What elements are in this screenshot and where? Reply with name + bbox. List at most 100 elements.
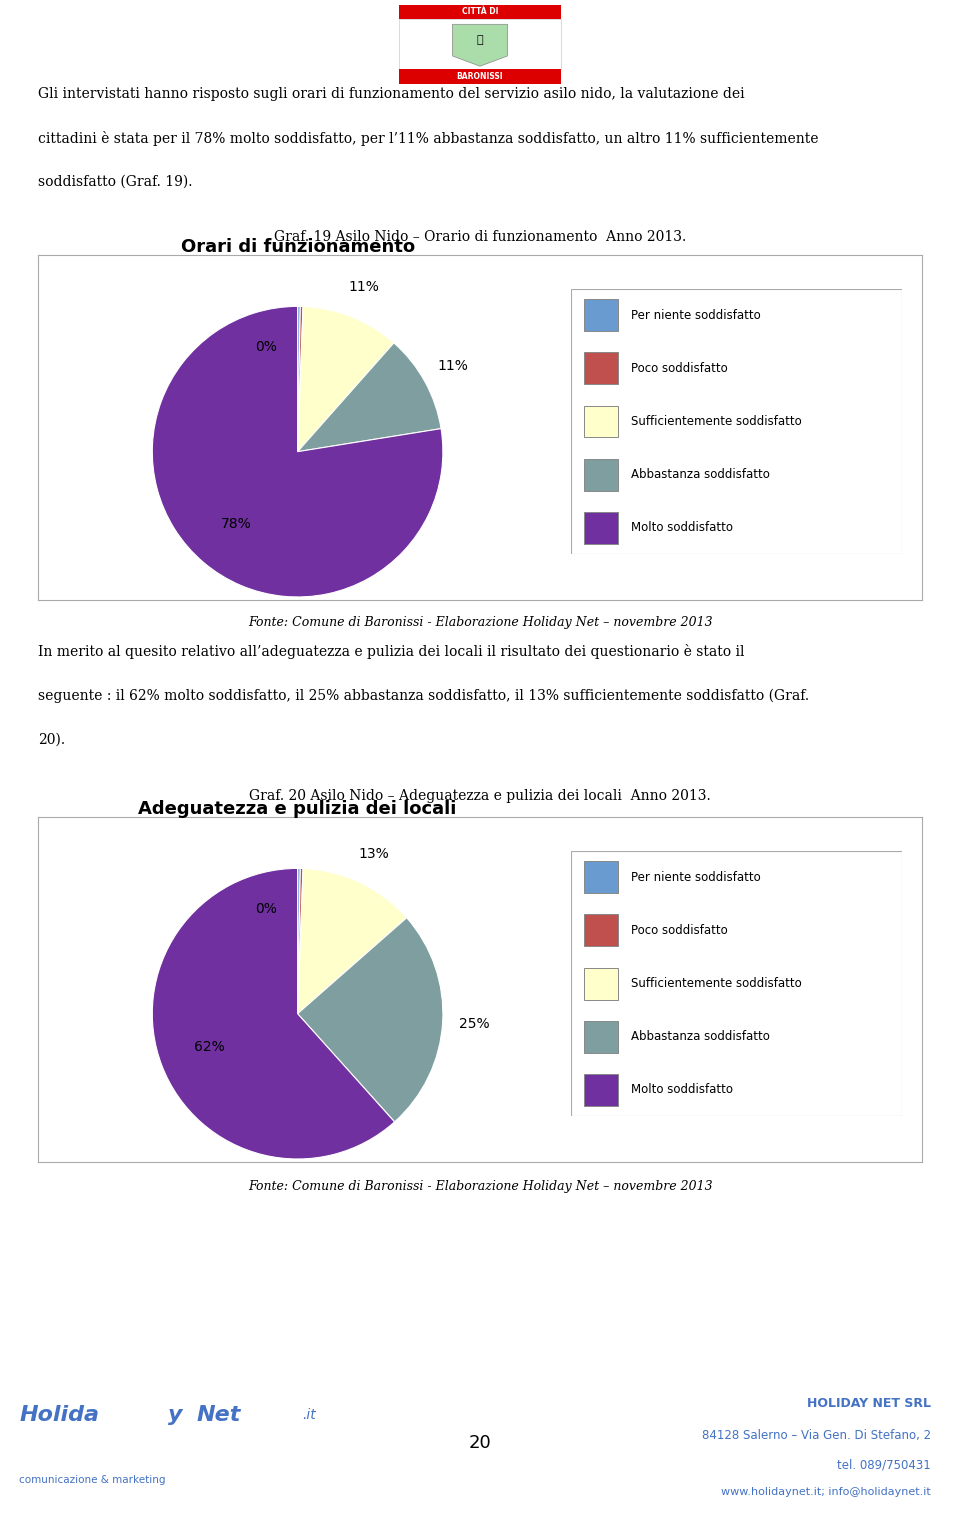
Text: 11%: 11% — [438, 360, 468, 374]
Text: CITTÀ DI: CITTÀ DI — [462, 8, 498, 17]
Ellipse shape — [174, 998, 421, 1063]
Wedge shape — [298, 869, 303, 1013]
Text: Graf. 19 Asilo Nido – Orario di funzionamento  Anno 2013.: Graf. 19 Asilo Nido – Orario di funziona… — [274, 229, 686, 245]
Text: y: y — [168, 1405, 182, 1425]
Ellipse shape — [174, 1024, 421, 1089]
Ellipse shape — [174, 441, 421, 506]
Ellipse shape — [174, 1018, 421, 1083]
Text: Holida: Holida — [19, 1405, 99, 1425]
Wedge shape — [298, 869, 300, 1013]
Ellipse shape — [174, 439, 421, 504]
Text: Abbastanza soddisfatto: Abbastanza soddisfatto — [631, 468, 770, 482]
Ellipse shape — [174, 1006, 421, 1071]
Text: Poco soddisfatto: Poco soddisfatto — [631, 924, 728, 937]
Ellipse shape — [174, 1003, 421, 1068]
Text: Gli intervistati hanno risposto sugli orari di funzionamento del servizio asilo : Gli intervistati hanno risposto sugli or… — [38, 87, 745, 100]
Ellipse shape — [174, 460, 421, 526]
Text: Graf. 20 Asilo Nido – Adeguatezza e pulizia dei locali  Anno 2013.: Graf. 20 Asilo Nido – Adeguatezza e puli… — [250, 788, 710, 804]
Wedge shape — [298, 307, 300, 451]
Ellipse shape — [174, 433, 421, 498]
Wedge shape — [298, 869, 407, 1013]
Text: cittadini è stata per il 78% molto soddisfatto, per l’11% abbastanza soddisfatto: cittadini è stata per il 78% molto soddi… — [38, 131, 819, 146]
Text: 78%: 78% — [221, 516, 252, 530]
Bar — [399, 5, 561, 18]
Polygon shape — [452, 24, 508, 67]
Text: BARONISSI: BARONISSI — [457, 71, 503, 81]
FancyBboxPatch shape — [585, 459, 617, 491]
Text: HOLIDAY NET SRL: HOLIDAY NET SRL — [807, 1397, 931, 1410]
Text: Molto soddisfatto: Molto soddisfatto — [631, 1083, 732, 1097]
Text: Molto soddisfatto: Molto soddisfatto — [631, 521, 732, 535]
Text: tel. 089/750431: tel. 089/750431 — [837, 1458, 931, 1472]
Ellipse shape — [174, 996, 421, 1062]
FancyBboxPatch shape — [585, 968, 617, 1000]
Text: 25%: 25% — [459, 1018, 490, 1031]
Wedge shape — [298, 307, 394, 451]
FancyBboxPatch shape — [585, 861, 617, 893]
Text: Per niente soddisfatto: Per niente soddisfatto — [631, 870, 760, 884]
Text: Net: Net — [197, 1405, 241, 1425]
Text: 0%: 0% — [254, 340, 276, 354]
Text: Fonte: Comune di Baronissi - Elaborazione Holiday Net – novembre 2013: Fonte: Comune di Baronissi - Elaborazion… — [248, 1180, 712, 1192]
Wedge shape — [298, 917, 443, 1123]
Text: Sufficientemente soddisfatto: Sufficientemente soddisfatto — [631, 977, 802, 990]
Text: 20: 20 — [468, 1434, 492, 1452]
Bar — [399, 18, 561, 70]
Text: 20).: 20). — [38, 732, 65, 746]
Text: soddisfatto (Graf. 19).: soddisfatto (Graf. 19). — [38, 175, 193, 188]
Bar — [399, 70, 561, 84]
Text: www.holidaynet.it; info@holidaynet.it: www.holidaynet.it; info@holidaynet.it — [722, 1487, 931, 1498]
Ellipse shape — [174, 1012, 421, 1077]
Text: In merito al quesito relativo all’adeguatezza e pulizia dei locali il risultato : In merito al quesito relativo all’adegua… — [38, 644, 745, 659]
Text: 84128 Salerno – Via Gen. Di Stefano, 2: 84128 Salerno – Via Gen. Di Stefano, 2 — [702, 1429, 931, 1442]
Ellipse shape — [174, 436, 421, 501]
Ellipse shape — [174, 1007, 421, 1072]
Ellipse shape — [174, 1019, 421, 1085]
FancyBboxPatch shape — [585, 512, 617, 544]
Ellipse shape — [174, 1009, 421, 1074]
FancyBboxPatch shape — [585, 299, 617, 331]
FancyBboxPatch shape — [585, 352, 617, 384]
Ellipse shape — [174, 450, 421, 515]
Text: 13%: 13% — [358, 846, 389, 861]
Text: 62%: 62% — [194, 1041, 225, 1054]
Ellipse shape — [174, 1000, 421, 1065]
Text: 🏛: 🏛 — [477, 35, 483, 46]
Wedge shape — [298, 307, 303, 451]
Ellipse shape — [174, 445, 421, 510]
Text: 11%: 11% — [348, 279, 379, 295]
Wedge shape — [153, 307, 443, 597]
Title: Adeguatezza e pulizia dei locali: Adeguatezza e pulizia dei locali — [138, 799, 457, 817]
Text: Per niente soddisfatto: Per niente soddisfatto — [631, 308, 760, 322]
Ellipse shape — [174, 444, 421, 509]
Ellipse shape — [174, 1015, 421, 1080]
Ellipse shape — [174, 1013, 421, 1078]
Ellipse shape — [174, 434, 421, 500]
Ellipse shape — [174, 457, 421, 523]
Ellipse shape — [174, 437, 421, 503]
Text: Poco soddisfatto: Poco soddisfatto — [631, 362, 728, 375]
FancyBboxPatch shape — [585, 914, 617, 946]
Ellipse shape — [174, 1010, 421, 1075]
Ellipse shape — [174, 1021, 421, 1086]
Ellipse shape — [174, 456, 421, 521]
Text: Sufficientemente soddisfatto: Sufficientemente soddisfatto — [631, 415, 802, 428]
Text: Abbastanza soddisfatto: Abbastanza soddisfatto — [631, 1030, 770, 1044]
Ellipse shape — [174, 1001, 421, 1066]
Ellipse shape — [174, 451, 421, 516]
Ellipse shape — [174, 462, 421, 527]
Text: seguente : il 62% molto soddisfatto, il 25% abbastanza soddisfatto, il 13% suffi: seguente : il 62% molto soddisfatto, il … — [38, 688, 809, 703]
Ellipse shape — [174, 459, 421, 524]
Ellipse shape — [174, 995, 421, 1060]
Text: 0%: 0% — [254, 902, 276, 916]
Ellipse shape — [174, 453, 421, 518]
Ellipse shape — [174, 448, 421, 513]
Text: Fonte: Comune di Baronissi - Elaborazione Holiday Net – novembre 2013: Fonte: Comune di Baronissi - Elaborazion… — [248, 617, 712, 629]
Text: comunicazione & marketing: comunicazione & marketing — [19, 1475, 166, 1486]
Wedge shape — [298, 343, 441, 451]
Wedge shape — [153, 869, 395, 1159]
Ellipse shape — [174, 447, 421, 512]
FancyBboxPatch shape — [585, 406, 617, 437]
Ellipse shape — [174, 1022, 421, 1088]
Text: .it: .it — [302, 1408, 316, 1422]
